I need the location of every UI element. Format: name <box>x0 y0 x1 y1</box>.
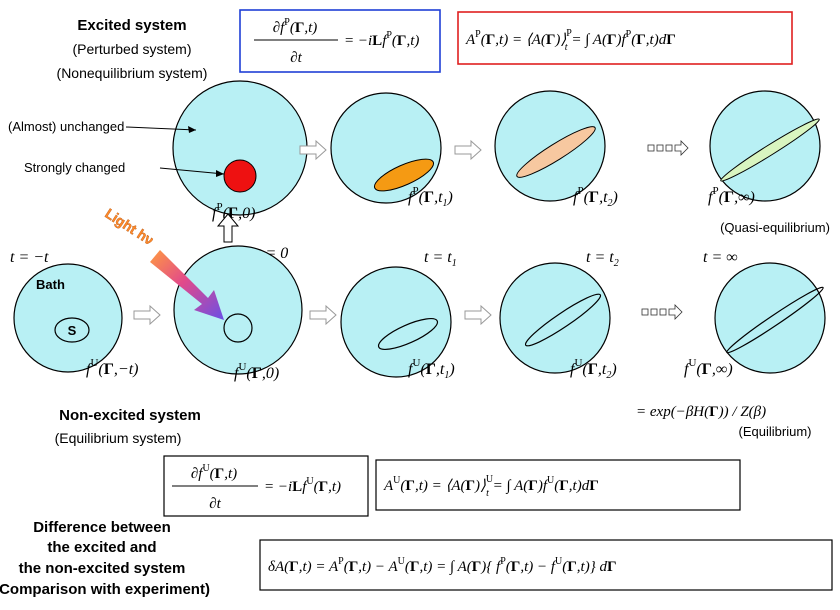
circle-u-0 <box>173 245 303 375</box>
eq-p-rhs: = −iLfP(Γ,t) <box>344 30 419 49</box>
system-s-ellipse <box>54 317 90 343</box>
label-fu-inf: fU(Γ,∞) <box>684 357 733 378</box>
arrow-p-0-t1 <box>299 139 327 161</box>
eq-boltzmann: = exp(−βH(Γ)) / Z(β) <box>636 404 766 420</box>
pointer-unchanged-head <box>188 126 196 133</box>
svg-text:fP(Γ,t2): fP(Γ,t2) <box>573 185 618 209</box>
eq-p-numerator: ∂fP(Γ,t) <box>273 17 318 36</box>
red-dot-strongly-changed <box>223 159 257 193</box>
svg-text:fP(Γ,∞): fP(Γ,∞) <box>708 185 755 206</box>
label-fp-t2: fP(Γ,t2) <box>573 185 618 209</box>
nonexcited-subtitle: (Equilibrium system) <box>55 430 182 446</box>
label-strongly-changed: Strongly changed <box>24 160 125 175</box>
ellipse-p-t1 <box>373 158 435 192</box>
arrow-u-bath-0 <box>133 304 161 326</box>
circle-u-t1 <box>340 266 452 378</box>
time-label-t1: t = t1 <box>424 249 457 269</box>
label-fu-0: fU(Γ,0) <box>234 361 279 382</box>
ellipse-u-inf <box>726 286 824 354</box>
time-label-t2: t = t2 <box>586 249 619 269</box>
diff-heading-line2: the excited and <box>47 539 156 556</box>
label-fp-0: fP(Γ,0) <box>212 201 255 222</box>
pointer-unchanged <box>125 126 197 131</box>
svg-text:fU(Γ,∞): fU(Γ,∞) <box>684 357 733 378</box>
eq-p-box <box>239 9 441 73</box>
ellipse-p-t2 <box>516 126 596 178</box>
eq-u-rhs: = −iLfU(Γ,t) <box>264 476 341 495</box>
label-light: Light hν <box>102 205 157 248</box>
eq-ap-box <box>457 11 793 65</box>
excited-title: Excited system <box>77 17 186 34</box>
diff-heading-line3: the non-excited system <box>19 560 186 577</box>
eq-p-denominator: ∂t <box>290 50 302 66</box>
label-bath: Bath <box>36 277 65 292</box>
label-unchanged: (Almost) unchanged <box>8 119 124 134</box>
arrow-u-t1-t2 <box>464 304 492 326</box>
svg-text:fP(Γ,t1): fP(Γ,t1) <box>408 185 453 209</box>
eq-u-denominator: ∂t <box>209 496 221 512</box>
diff-heading-line4: (Comparison with experiment) <box>0 581 210 598</box>
ellipse-u-t2 <box>524 293 602 347</box>
eq-ap: AP(Γ,t) = ⟨A(Γ)⟩P t = ∫ A(Γ)fP(Γ,t)dΓ <box>465 28 676 53</box>
svg-text:fU(Γ,0): fU(Γ,0) <box>234 361 279 382</box>
excited-subtitle-perturbed: (Perturbed system) <box>72 41 191 57</box>
eq-diff-box <box>259 539 833 591</box>
circle-p-inf <box>709 90 821 202</box>
ellipse-u-t1 <box>377 318 439 350</box>
label-fp-inf: fP(Γ,∞) <box>708 185 755 206</box>
label-fu-minus-t: fU(Γ,−t) <box>86 357 139 378</box>
svg-text:fU(Γ,−t): fU(Γ,−t) <box>86 357 139 378</box>
pointer-strongly-changed <box>159 167 225 175</box>
label-fp-t1: fP(Γ,t1) <box>408 185 453 209</box>
dotted-arrow-p-t2-inf <box>647 140 689 156</box>
system-circle-u-0 <box>223 313 253 343</box>
eq-p-fraction: ∂fP(Γ,t) ∂t <box>254 17 338 66</box>
eq-u-numerator: ∂fU(Γ,t) <box>191 463 237 482</box>
pointer-strongly-changed-head <box>216 170 224 177</box>
ellipse-p-inf <box>720 118 820 182</box>
dotted-arrow-u-t2-inf <box>641 304 683 320</box>
excited-subtitle-noneq: (Nonequilibrium system) <box>57 65 208 81</box>
light-arrow-shape <box>150 250 224 320</box>
eq-diff: δA(Γ,t) = AP(Γ,t) − AU(Γ,t) = ∫ A(Γ){ fP… <box>268 556 617 575</box>
label-system-s: S <box>68 323 77 338</box>
circle-u-t2 <box>499 262 611 374</box>
eq-au: AU(Γ,t) = ⟨A(Γ)⟩U t = ∫ A(Γ)fU(Γ,t)dΓ <box>383 474 599 499</box>
circle-p-0 <box>172 80 308 216</box>
diff-heading-line1: Difference between <box>33 519 171 536</box>
eq-au-box <box>375 459 741 511</box>
nonexcited-title: Non-excited system <box>59 407 201 424</box>
label-equilibrium: (Equilibrium) <box>739 424 812 439</box>
eq-u-box <box>163 455 369 517</box>
arrow-u-0-t1 <box>309 304 337 326</box>
label-quasi-equilibrium: (Quasi-equilibrium) <box>720 220 830 235</box>
time-label-minus-t: t = −t <box>10 249 49 266</box>
svg-text:fP(Γ,0): fP(Γ,0) <box>212 201 255 222</box>
arrow-p-t1-t2 <box>454 139 482 161</box>
time-label-inf: t = ∞ <box>703 249 738 266</box>
arrow-up-excitation <box>216 213 240 243</box>
